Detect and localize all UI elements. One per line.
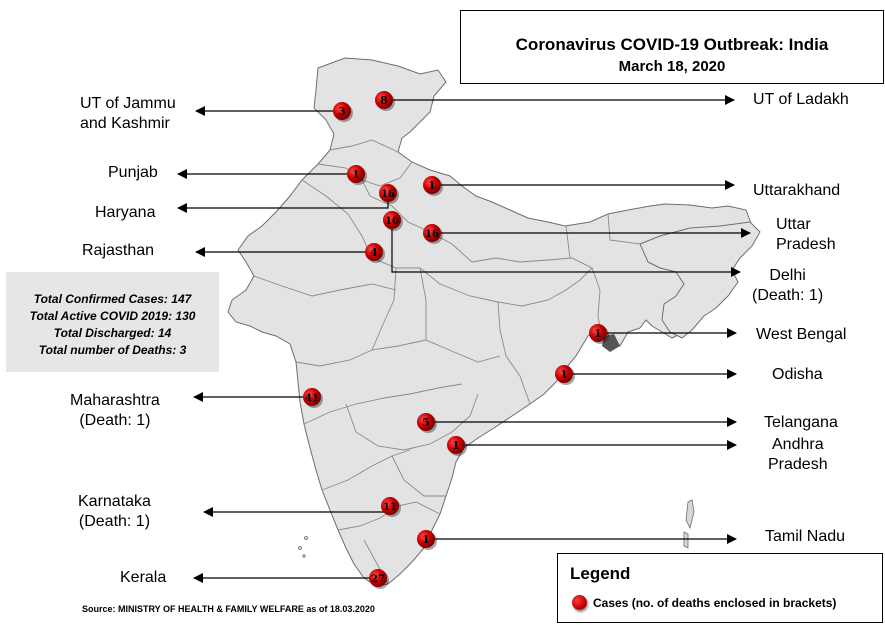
marker-count: 11: [383, 502, 397, 513]
case-marker-telangana: 5: [417, 413, 437, 433]
label-ladakh: UT of Ladakh: [753, 91, 849, 108]
legend-item-label: Cases (no. of deaths enclosed in bracket…: [593, 596, 837, 610]
marker-dot: [379, 184, 397, 202]
marker-count: 1: [422, 533, 430, 546]
stats-box: Total Confirmed Cases: 147 Total Active …: [6, 272, 219, 372]
marker-dot: [383, 211, 401, 229]
marker-count: 3: [338, 105, 346, 118]
label-kerala: Kerala: [120, 569, 167, 586]
marker-dot: [333, 102, 351, 120]
marker-dot: [447, 436, 465, 454]
marker-count: 1: [352, 168, 360, 181]
case-marker-punjab: 1: [347, 165, 367, 185]
stat-discharged: Total Discharged: 14: [53, 326, 172, 340]
kolkata-area: [602, 334, 620, 352]
case-marker-odisha: 1: [555, 365, 575, 385]
case-marker-rajasthan: 4: [365, 243, 385, 263]
label-delhi: Delhi (Death: 1): [752, 267, 824, 304]
marker-dot: [589, 324, 607, 342]
marker-dot: [423, 224, 441, 242]
marker-dot: [375, 91, 393, 109]
northeast-region: [639, 221, 761, 339]
stat-deaths: Total number of Deaths: 3: [38, 343, 187, 357]
marker-count: 4: [370, 246, 378, 259]
label-telangana: Telangana: [764, 414, 838, 431]
marker-dot: [555, 365, 573, 383]
label-andhra-pradesh: Andhra Pradesh: [768, 436, 828, 473]
marker-dot: [381, 497, 399, 515]
case-marker-delhi: 10: [383, 211, 403, 231]
marker-dot: [347, 165, 365, 183]
case-marker-andhra-pradesh: 1: [447, 436, 467, 456]
label-tamil-nadu: Tamil Nadu: [765, 528, 846, 545]
label-haryana: Haryana: [95, 204, 156, 221]
stat-confirmed: Total Confirmed Cases: 147: [33, 292, 192, 306]
case-marker-uttar-pradesh: 16: [423, 224, 443, 244]
marker-count: 1: [452, 439, 460, 452]
marker-count: 8: [380, 94, 388, 107]
marker-dot: [417, 413, 435, 431]
title-box: Coronavirus COVID-19 Outbreak: India Mar…: [460, 10, 884, 84]
marker-count: 16: [425, 229, 439, 240]
state-boundaries: [253, 139, 641, 585]
marker-count: 1: [594, 327, 602, 340]
case-marker-west-bengal: 1: [589, 324, 609, 344]
case-marker-kerala: 27: [369, 569, 389, 589]
label-uttarakhand: Uttarakhand: [753, 182, 841, 199]
label-jammu-kashmir: UT of Jammu and Kashmir: [80, 95, 176, 132]
page-date: March 18, 2020: [618, 58, 726, 75]
legend-title: Legend: [570, 564, 631, 583]
marker-count: 1: [428, 179, 436, 192]
label-uttar-pradesh: Uttar Pradesh: [776, 216, 836, 253]
marker-count: 10: [385, 216, 399, 227]
marker-dot: [423, 176, 441, 194]
marker-dot: [369, 569, 387, 587]
case-marker-maharashtra: 41: [303, 388, 323, 408]
marker-count: 41: [305, 393, 319, 404]
label-rajasthan: Rajasthan: [82, 242, 155, 259]
case-marker-uttarakhand: 1: [423, 176, 443, 196]
lakshadweep-islands: [298, 536, 308, 558]
label-odisha: Odisha: [772, 366, 823, 383]
source-note: Source: MINISTRY OF HEALTH & FAMILY WELF…: [82, 604, 375, 614]
marker-dot: [365, 243, 383, 261]
stat-active: Total Active COVID 2019: 130: [29, 309, 196, 323]
page-title: Coronavirus COVID-19 Outbreak: India: [515, 35, 829, 54]
case-marker-tamil-nadu: 1: [417, 530, 437, 550]
marker-count: 16: [381, 189, 395, 200]
legend-box: Legend Cases (no. of deaths enclosed in …: [557, 553, 883, 623]
marker-count: 5: [422, 416, 430, 429]
case-marker-haryana: 16: [379, 184, 399, 204]
case-marker-karnataka: 11: [381, 497, 401, 517]
case-marker-jammu-kashmir: 3: [333, 102, 353, 122]
marker-count: 27: [371, 574, 385, 585]
marker-count: 1: [560, 368, 568, 381]
label-karnataka: Karnataka (Death: 1): [78, 493, 151, 530]
label-west-bengal: West Bengal: [756, 326, 847, 343]
marker-dot: [417, 530, 435, 548]
marker-dot: [303, 388, 321, 406]
case-marker-ladakh: 8: [375, 91, 395, 111]
label-maharashtra: Maharashtra (Death: 1): [70, 392, 160, 429]
legend-marker-icon: [572, 595, 587, 610]
label-punjab: Punjab: [108, 164, 158, 181]
